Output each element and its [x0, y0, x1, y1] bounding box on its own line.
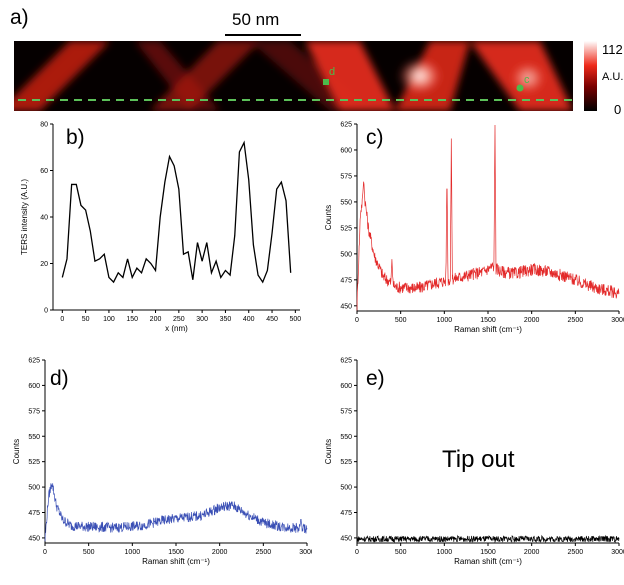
- panel-label-b: b): [66, 126, 85, 149]
- y-tick-label: 525: [28, 459, 40, 466]
- y-tick-label: 500: [28, 485, 40, 492]
- y-tick-label: 500: [340, 485, 352, 492]
- data-line: [61, 140, 292, 284]
- y-tick-label: 575: [340, 173, 352, 180]
- y-tick-label: 550: [340, 199, 352, 206]
- x-tick-label: 100: [103, 316, 115, 323]
- x-tick-label: 250: [173, 316, 185, 323]
- annotation-tip-out: Tip out: [442, 446, 515, 473]
- x-tick-label: 3000: [611, 549, 624, 556]
- x-tick-label: 2500: [256, 549, 272, 556]
- x-tick-label: 500: [289, 316, 301, 323]
- y-tick-label: 550: [28, 434, 40, 441]
- x-axis-label: Raman shift (cm⁻¹): [142, 557, 210, 566]
- x-tick-label: 1000: [437, 549, 453, 556]
- panel-label-a: a): [10, 6, 29, 29]
- y-tick-label: 475: [28, 510, 40, 517]
- x-tick-label: 1500: [168, 549, 184, 556]
- marker-c: [516, 84, 524, 92]
- x-axis-label: Raman shift (cm⁻¹): [454, 325, 522, 334]
- x-tick-label: 3000: [611, 317, 624, 324]
- y-tick-label: 500: [340, 251, 352, 258]
- y-axis-label: Counts: [324, 439, 333, 464]
- x-tick-label: 150: [126, 316, 138, 323]
- x-tick-label: 2500: [568, 549, 584, 556]
- y-tick-label: 625: [340, 122, 352, 129]
- spectrum-line: [356, 124, 620, 311]
- panel-label-e: e): [366, 367, 385, 390]
- x-tick-label: 0: [355, 317, 359, 324]
- y-tick-label: 625: [28, 358, 40, 365]
- x-tick-label: 1500: [480, 317, 496, 324]
- colorbar-unit-label: A.U.: [602, 71, 623, 83]
- y-tick-label: 0: [44, 308, 48, 315]
- marker-d-label: d: [329, 66, 335, 78]
- x-tick-label: 300: [196, 316, 208, 323]
- marker-c-label: c: [524, 74, 530, 86]
- x-tick-label: 500: [83, 549, 95, 556]
- colorbar: [584, 41, 597, 111]
- map-stripe: [14, 41, 110, 111]
- x-tick-label: 350: [220, 316, 232, 323]
- colorbar-max-label: 112: [602, 42, 623, 57]
- y-tick-label: 40: [40, 215, 48, 222]
- x-tick-label: 0: [43, 549, 47, 556]
- y-tick-label: 600: [28, 383, 40, 390]
- spectrum-line: [44, 483, 308, 542]
- map-hotspot: [398, 58, 442, 94]
- x-tick-label: 0: [355, 549, 359, 556]
- chart-e: Tip out 0 500 1000 1500 2000 2500 3000 450 475 50…: [324, 358, 624, 567]
- x-tick-label: 3000: [299, 549, 312, 556]
- marker-d: [323, 79, 329, 85]
- x-tick-label: 1000: [437, 317, 453, 324]
- y-tick-label: 20: [40, 261, 48, 268]
- panel-label-d: d): [50, 367, 69, 390]
- scale-bar-label: 50 nm: [232, 10, 280, 29]
- y-axis-label: TERS intensity (A.U.): [20, 179, 29, 255]
- y-tick-label: 550: [340, 434, 352, 441]
- y-tick-label: 450: [28, 535, 40, 542]
- x-tick-label: 2000: [524, 317, 540, 324]
- y-tick-label: 80: [40, 122, 48, 129]
- x-axis-label: x (nm): [165, 324, 188, 333]
- spectrum-line: [356, 534, 620, 544]
- chart-d: 0 500 1000 1500 2000 2500 3000 450 475 500 525 550 5…: [12, 358, 312, 567]
- x-tick-label: 500: [395, 317, 407, 324]
- x-tick-label: 500: [395, 549, 407, 556]
- x-tick-label: 50: [82, 316, 90, 323]
- y-tick-label: 475: [340, 510, 352, 517]
- y-tick-label: 600: [340, 147, 352, 154]
- scale-bar: [225, 34, 301, 36]
- y-tick-label: 575: [340, 408, 352, 415]
- y-tick-label: 525: [340, 459, 352, 466]
- y-axis-label: Counts: [12, 439, 21, 464]
- x-tick-label: 400: [243, 316, 255, 323]
- x-tick-label: 200: [150, 316, 162, 323]
- colorbar-min-label: 0: [614, 102, 621, 117]
- x-tick-label: 2000: [524, 549, 540, 556]
- x-tick-label: 450: [266, 316, 278, 323]
- y-tick-label: 60: [40, 168, 48, 175]
- y-tick-label: 600: [340, 383, 352, 390]
- chart-b: 0 50 100 150 200 250 300 350 400 450 500 0 20 40 60 80 x…: [20, 122, 301, 334]
- ters-map: d c 112 A.U. 0: [14, 41, 623, 117]
- x-tick-label: 1000: [125, 549, 141, 556]
- y-tick-label: 450: [340, 535, 352, 542]
- y-tick-label: 575: [28, 408, 40, 415]
- panel-label-c: c): [366, 126, 384, 149]
- y-tick-label: 525: [340, 225, 352, 232]
- x-tick-label: 2000: [212, 549, 228, 556]
- x-axis-label: Raman shift (cm⁻¹): [454, 557, 522, 566]
- y-tick-label: 475: [340, 277, 352, 284]
- x-tick-label: 0: [60, 316, 64, 323]
- chart-c: 0 500 1000 1500 2000 2500 3000 450 475 500 525 550 5…: [324, 122, 624, 335]
- y-tick-label: 450: [340, 303, 352, 310]
- map-stripe: [305, 41, 395, 111]
- y-tick-label: 625: [340, 358, 352, 365]
- x-tick-label: 1500: [480, 549, 496, 556]
- x-tick-label: 2500: [568, 317, 584, 324]
- y-axis-label: Counts: [324, 205, 333, 230]
- map-stripe: [135, 41, 220, 111]
